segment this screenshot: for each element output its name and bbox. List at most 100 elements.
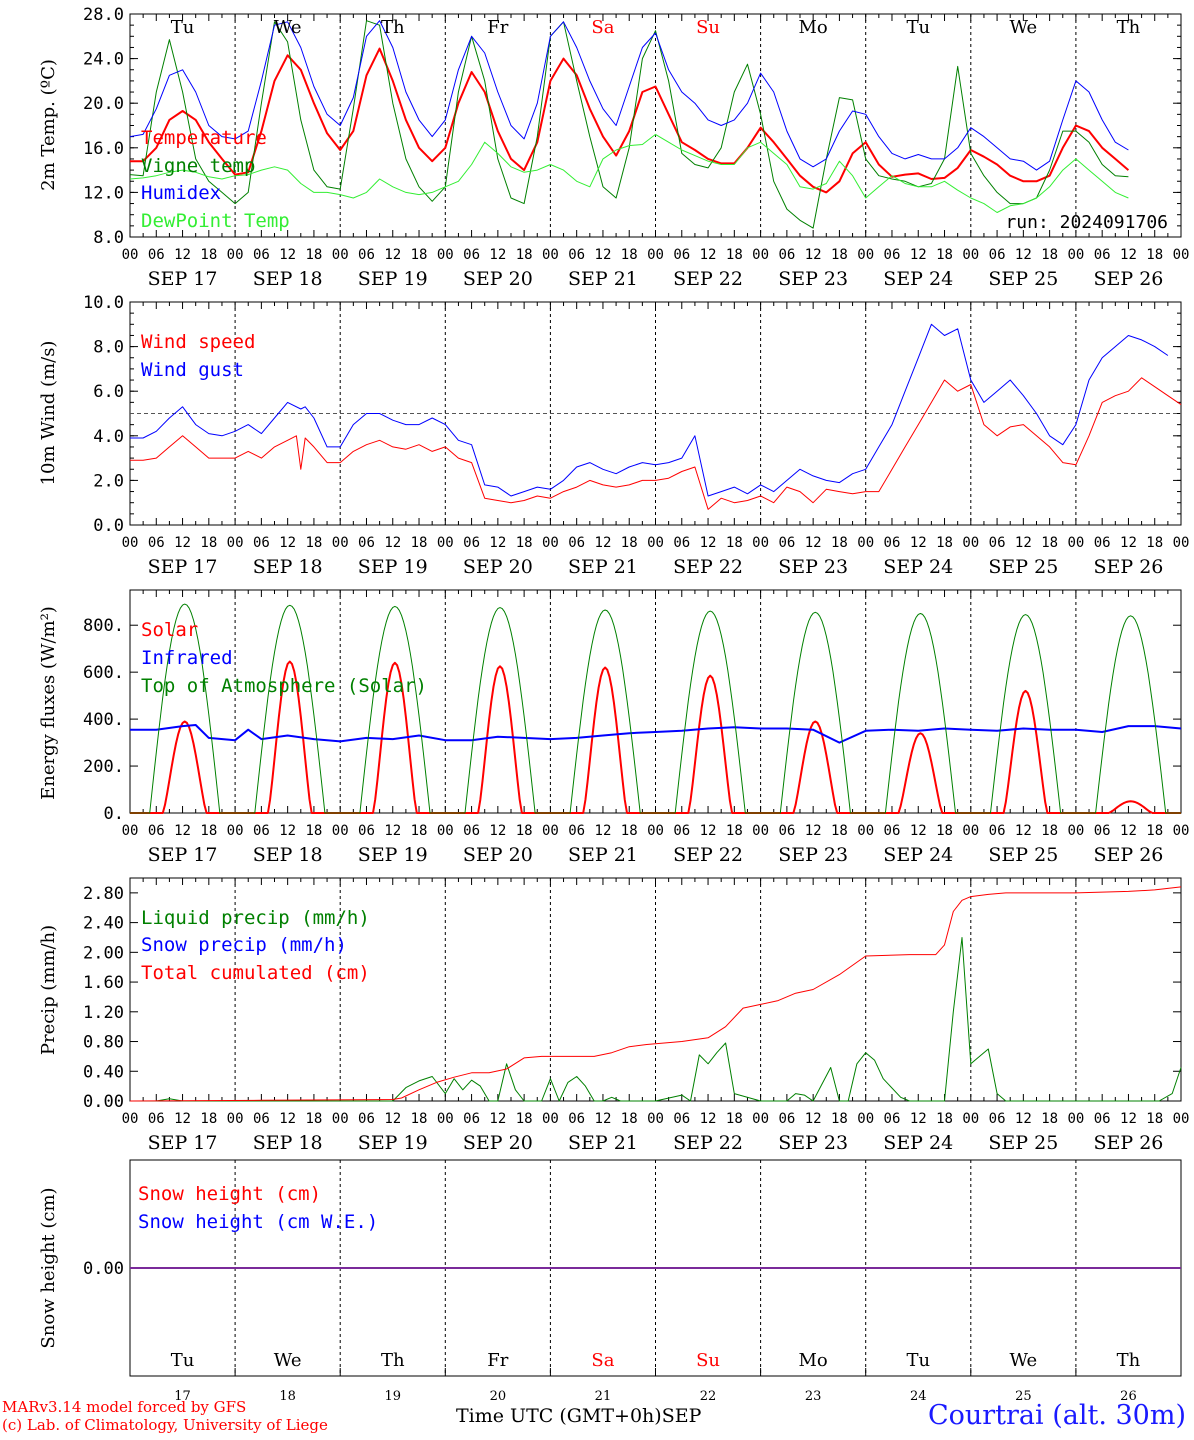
hour-label: 12	[805, 823, 822, 839]
hour-label: 00	[1067, 247, 1084, 263]
date-label: SEP 22	[673, 844, 743, 866]
hour-label: 18	[1146, 823, 1163, 839]
hour-label: 12	[910, 823, 927, 839]
weekday-label: Sa	[591, 1350, 614, 1371]
date-label: SEP 22	[673, 556, 743, 578]
model-credit-line2: (c) Lab. of Climatology, University of L…	[2, 1416, 328, 1434]
hour-label: 00	[647, 535, 664, 551]
weekday-label: Tu	[906, 1350, 930, 1371]
day-number-label: 19	[384, 1389, 401, 1404]
hour-label: 00	[332, 535, 349, 551]
hour-label: 06	[989, 823, 1006, 839]
hour-label: 06	[463, 247, 480, 263]
hour-label: 12	[1015, 823, 1032, 839]
model-credit-line1: MARv3.14 model forced by GFS	[2, 1398, 247, 1416]
y-tick-label: 0.40	[83, 1062, 124, 1082]
y-tick-label: 2.0	[93, 471, 124, 491]
hour-label: 06	[358, 535, 375, 551]
y-axis-label: Precip (mm/h)	[38, 925, 59, 1055]
hour-label: 12	[1120, 247, 1137, 263]
hour-label: 00	[1173, 1111, 1190, 1127]
hour-label: 18	[726, 247, 743, 263]
date-label: SEP 18	[253, 844, 323, 866]
hour-label: 06	[568, 823, 585, 839]
hour-label: 18	[516, 535, 533, 551]
weekday-label: Th	[1117, 1350, 1141, 1371]
hour-label: 18	[200, 535, 217, 551]
weekday-label: Tu	[906, 17, 930, 38]
hour-label: 12	[279, 823, 296, 839]
y-axis-label: Energy fluxes (W/m²)	[38, 606, 59, 800]
hour-label: 06	[884, 535, 901, 551]
weekday-label: We	[274, 1350, 302, 1371]
hour-label: 06	[253, 247, 270, 263]
day-number-label: 24	[910, 1389, 927, 1404]
hour-label: 18	[516, 1111, 533, 1127]
hour-label: 00	[437, 1111, 454, 1127]
hour-label: 18	[831, 1111, 848, 1127]
hour-label: 06	[148, 247, 165, 263]
hour-label: 18	[1146, 247, 1163, 263]
hour-label: 12	[174, 823, 191, 839]
weekday-label: We	[1010, 1350, 1038, 1371]
y-tick-label: 6.0	[93, 382, 124, 402]
hour-label: 12	[384, 823, 401, 839]
legend-entry-dewpoint-temp: DewPoint Temp	[141, 210, 290, 232]
y-tick-label: 200.	[83, 757, 124, 777]
date-label: SEP 22	[673, 1132, 743, 1154]
date-label: SEP 23	[778, 268, 848, 290]
hour-label: 00	[962, 535, 979, 551]
date-label: SEP 21	[568, 844, 638, 866]
y-tick-label: 0.80	[83, 1033, 124, 1053]
legend-entry-top-of-atmosphere-solar-: Top of Atmosphere (Solar)	[141, 675, 427, 697]
date-label: SEP 25	[988, 844, 1058, 866]
hour-label: 06	[358, 1111, 375, 1127]
hour-label: 00	[542, 823, 559, 839]
day-number-label: 18	[279, 1389, 296, 1404]
date-label: SEP 19	[358, 844, 428, 866]
hour-label: 18	[411, 823, 428, 839]
date-label: SEP 19	[358, 268, 428, 290]
hour-label: 12	[174, 247, 191, 263]
day-number-label: 23	[805, 1389, 822, 1404]
day-number-label: 26	[1120, 1389, 1137, 1404]
hour-label: 06	[253, 535, 270, 551]
y-tick-label: 2.40	[83, 914, 124, 934]
hour-label: 12	[489, 247, 506, 263]
date-label: SEP 19	[358, 556, 428, 578]
hour-label: 12	[1015, 247, 1032, 263]
hour-label: 06	[568, 535, 585, 551]
hour-label: 12	[595, 535, 612, 551]
hour-label: 06	[884, 247, 901, 263]
y-tick-label: 28.0	[83, 5, 124, 25]
location-label: Courtrai (alt. 30m)	[927, 1400, 1186, 1431]
hour-label: 12	[805, 1111, 822, 1127]
hour-label: 12	[279, 1111, 296, 1127]
weekday-label: Mo	[799, 1350, 828, 1371]
hour-label: 18	[621, 247, 638, 263]
date-label: SEP 17	[148, 1132, 218, 1154]
hour-label: 12	[489, 1111, 506, 1127]
date-label: SEP 21	[568, 1132, 638, 1154]
hour-label: 00	[857, 1111, 874, 1127]
hour-label: 18	[936, 535, 953, 551]
hour-label: 12	[1120, 823, 1137, 839]
hour-label: 06	[989, 247, 1006, 263]
hour-label: 18	[200, 247, 217, 263]
hour-label: 12	[700, 823, 717, 839]
date-label: SEP 18	[253, 556, 323, 578]
hour-label: 18	[200, 1111, 217, 1127]
hour-label: 00	[122, 535, 139, 551]
hour-label: 00	[1067, 823, 1084, 839]
y-tick-label: 2.80	[83, 884, 124, 904]
y-tick-label: 8.0	[93, 338, 124, 358]
y-tick-label: 1.60	[83, 973, 124, 993]
hour-label: 00	[857, 823, 874, 839]
hour-label: 00	[1173, 535, 1190, 551]
date-label: SEP 17	[148, 556, 218, 578]
hour-label: 00	[647, 1111, 664, 1127]
month-label: SEP	[661, 1405, 702, 1427]
hour-label: 18	[726, 1111, 743, 1127]
y-tick-label: 10.0	[83, 293, 124, 313]
hour-label: 12	[1120, 1111, 1137, 1127]
